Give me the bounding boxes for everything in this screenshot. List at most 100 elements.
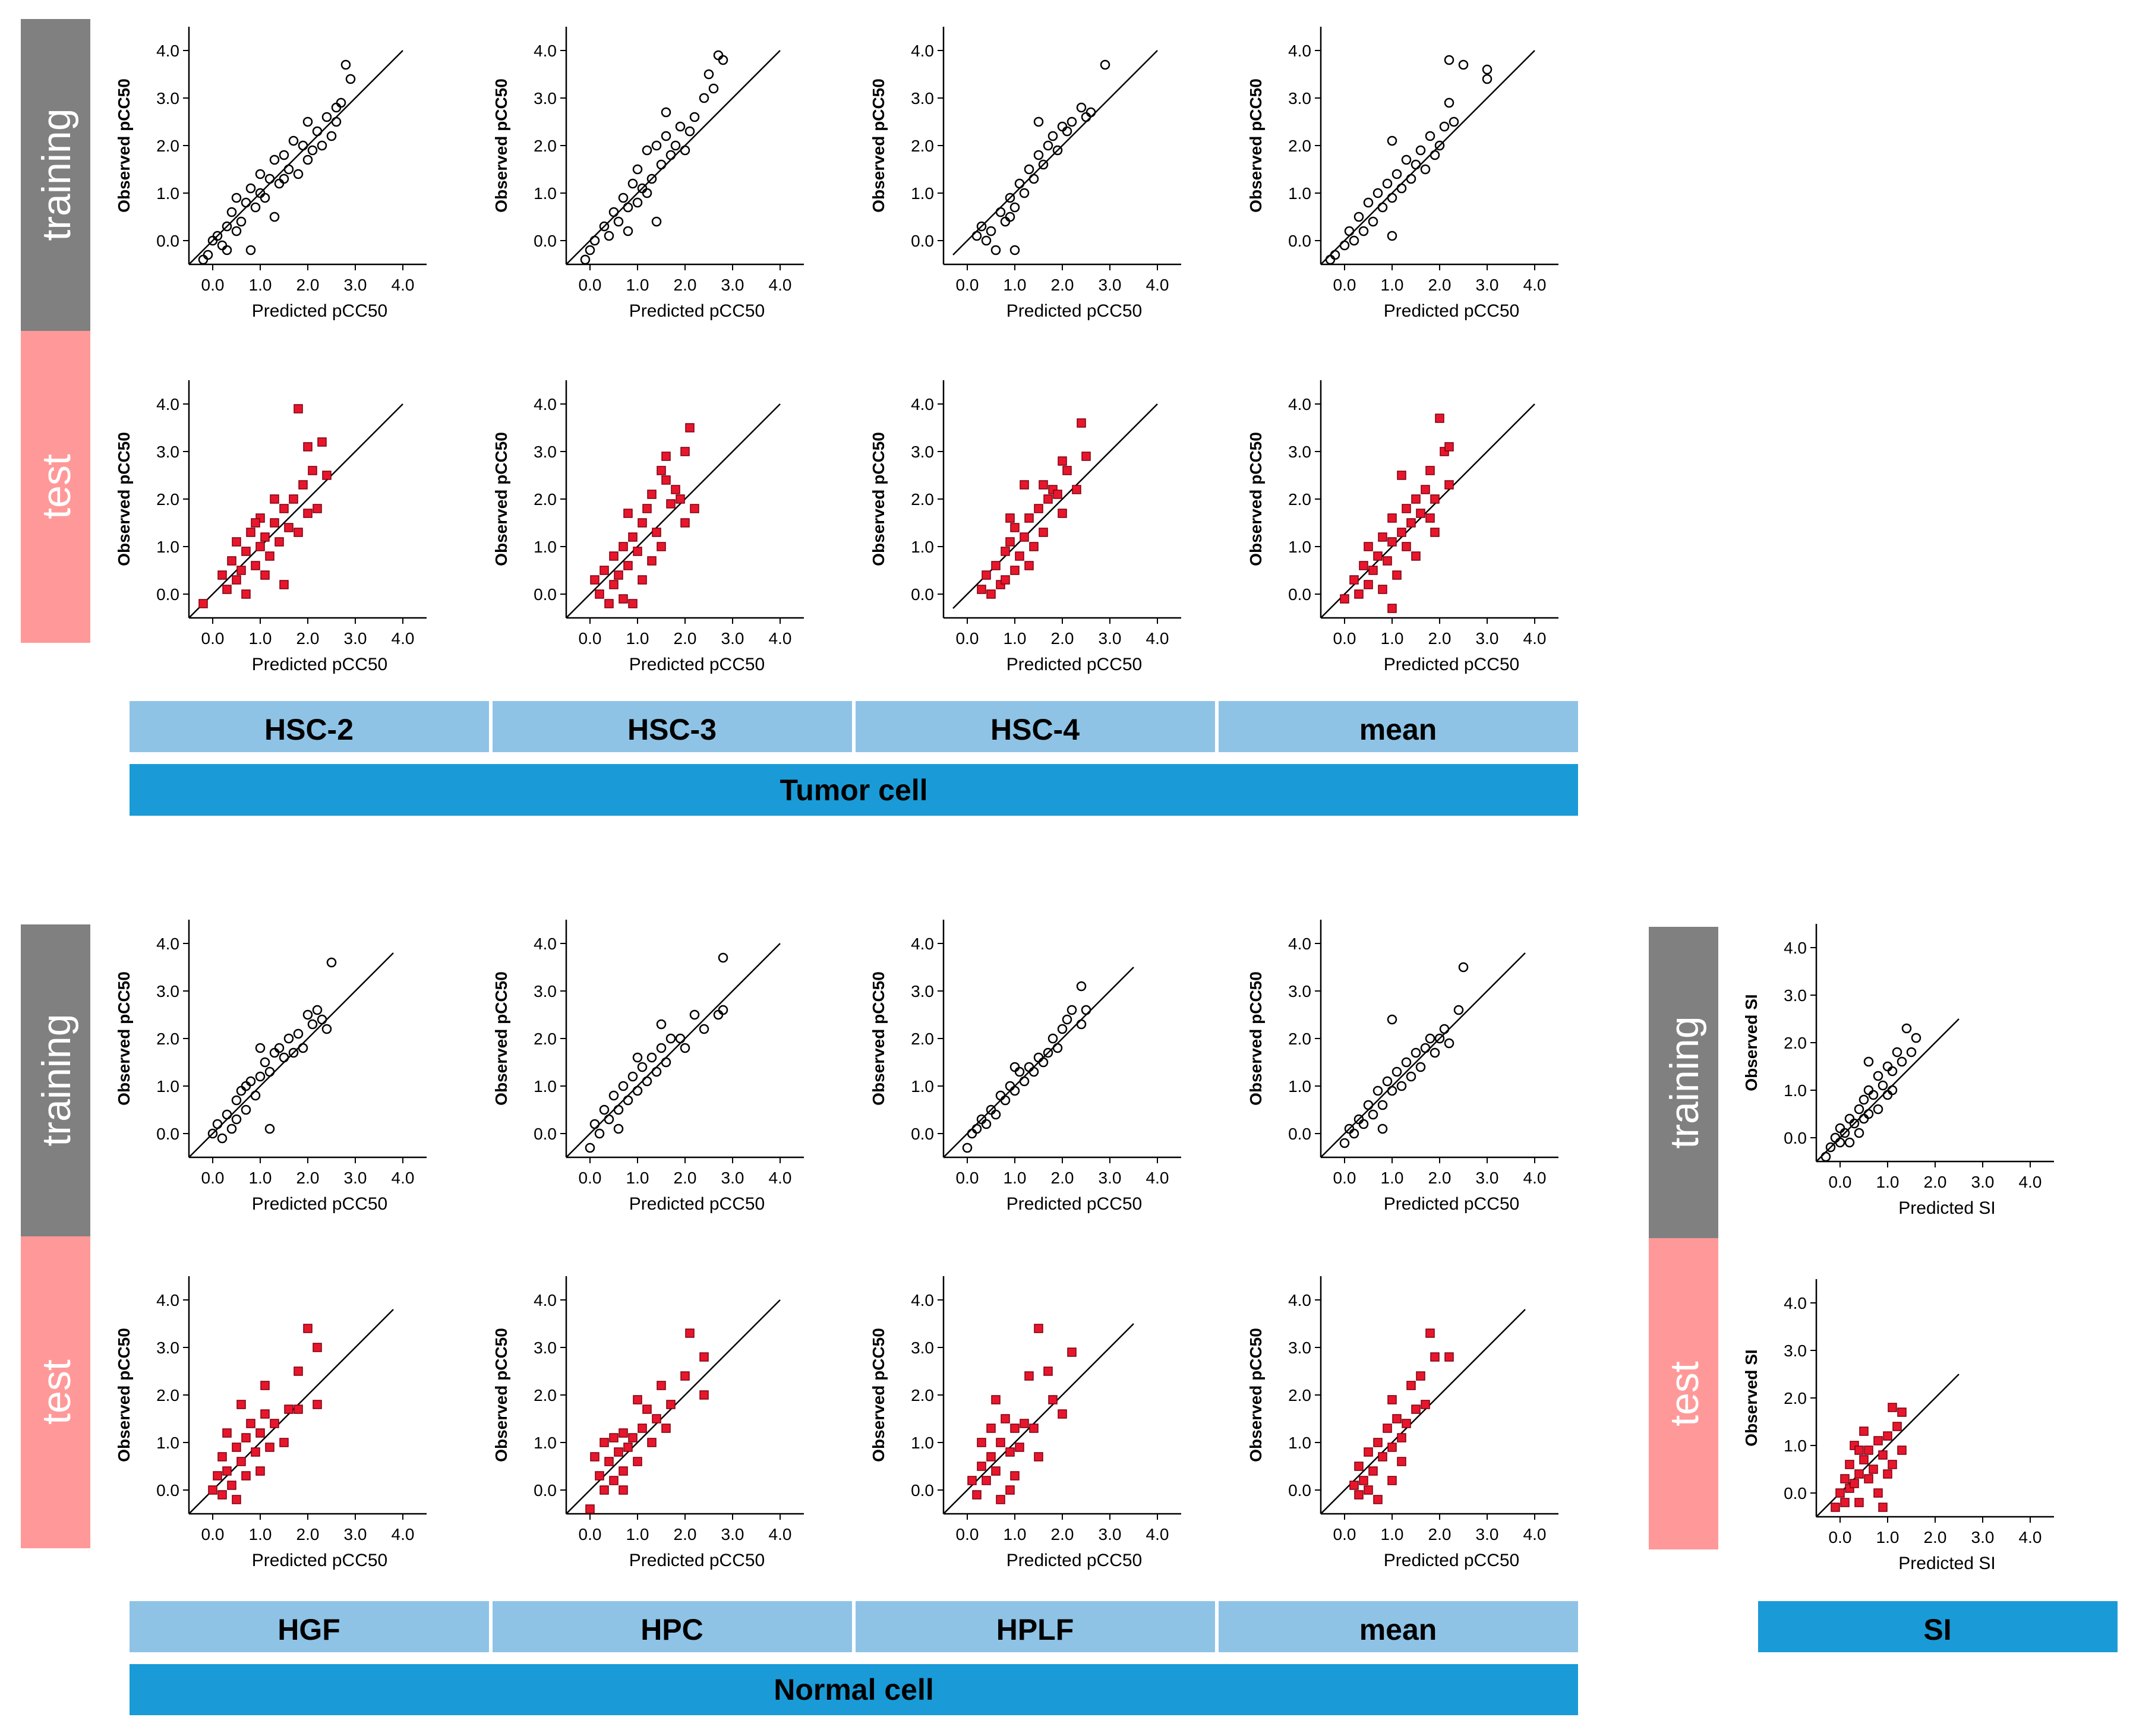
data-point (1892, 1422, 1902, 1431)
y-tick-label: 4.0 (1784, 1294, 1807, 1312)
data-point (226, 207, 237, 217)
data-point (1482, 74, 1493, 84)
data-point (652, 1414, 661, 1423)
y-tick-label: 1.0 (911, 1434, 934, 1452)
data-point (971, 231, 982, 241)
data-point (1854, 1498, 1864, 1507)
data-point (1330, 250, 1340, 260)
x-tick-label: 4.0 (1146, 1169, 1169, 1187)
data-point (967, 1128, 977, 1139)
data-point (703, 69, 714, 80)
data-point (1029, 1423, 1039, 1433)
data-point (1038, 1057, 1049, 1068)
y-tick-label: 3.0 (534, 982, 557, 1000)
data-point (594, 1128, 605, 1139)
data-point (713, 1009, 724, 1020)
row-label-test-normal: test (21, 1236, 90, 1548)
data-point (251, 518, 260, 528)
data-point (1392, 1414, 1402, 1423)
data-point (331, 116, 342, 127)
data-point (604, 231, 614, 241)
data-point (962, 1142, 973, 1153)
data-point (628, 599, 638, 608)
data-point (590, 575, 599, 585)
x-tick-label: 3.0 (1099, 1169, 1122, 1187)
y-tick-label: 4.0 (911, 42, 934, 60)
x-tick-label: 1.0 (1004, 1169, 1027, 1187)
data-point (1444, 1352, 1454, 1362)
x-tick-label: 3.0 (1476, 1169, 1499, 1187)
data-point (1859, 1113, 1869, 1124)
scatter-panels: 0.0 1.0 2.0 3.0 4.00.01.02.03.04.0Predicted … (115, 27, 2054, 1573)
x-tick-label: 2.0 (296, 1525, 320, 1544)
data-point (1372, 188, 1383, 198)
x-tick-label: 0.0 (579, 1169, 602, 1187)
data-point (227, 1481, 236, 1490)
data-point (255, 169, 266, 179)
data-point (1043, 140, 1053, 151)
data-point (986, 1423, 996, 1433)
y-tick-label: 0.0 (1784, 1129, 1807, 1147)
data-point (1854, 1128, 1864, 1138)
y-axis-title: Observed SI (1742, 1349, 1760, 1446)
column-header-tumor-mean: mean (1359, 713, 1437, 746)
data-point (260, 532, 270, 542)
data-point (665, 1033, 676, 1044)
data-point (1368, 216, 1378, 227)
data-point (308, 466, 317, 475)
y-tick-label: 0.0 (1288, 1481, 1311, 1500)
data-point (585, 245, 595, 255)
identity-line (1320, 952, 1526, 1158)
y-tick-label: 3.0 (156, 1339, 179, 1357)
data-point (1359, 561, 1368, 570)
y-tick-label: 0.0 (1784, 1484, 1807, 1503)
data-point (236, 216, 247, 227)
x-tick-label: 1.0 (249, 1525, 272, 1544)
group-header-normal: Normal cell (130, 1664, 1578, 1715)
data-point (1368, 1466, 1378, 1476)
data-point (1402, 542, 1411, 551)
data-point (1411, 1404, 1421, 1414)
data-point (1863, 1085, 1874, 1096)
data-point (1001, 1414, 1010, 1423)
data-point (1349, 575, 1359, 585)
data-point (1873, 1104, 1883, 1115)
data-point (657, 1381, 666, 1390)
data-point (718, 952, 728, 963)
data-point (1066, 116, 1077, 127)
x-tick-label: 4.0 (769, 276, 792, 294)
data-point (595, 1471, 604, 1481)
data-point (245, 1076, 256, 1087)
data-point (1864, 1445, 1873, 1455)
data-point (1057, 1024, 1068, 1034)
data-point (1034, 1452, 1043, 1462)
data-point (609, 1476, 619, 1485)
data-point (1421, 485, 1430, 494)
data-point (307, 1019, 318, 1030)
data-point (1835, 1137, 1845, 1148)
data-point (231, 1095, 242, 1106)
x-tick-label: 4.0 (2019, 1528, 2042, 1546)
scatter-panel-normal-mean-test: 0.0 1.0 2.0 3.0 4.00.01.02.03.04.0Predicted … (1247, 1276, 1558, 1570)
data-point (1010, 1471, 1020, 1481)
y-axis-title: Observed pCC50 (869, 78, 888, 213)
scatter-panel-tumor-hsc4-test: 0.0 1.0 2.0 3.0 4.00.01.02.03.04.0Predicted … (869, 380, 1181, 674)
x-axis-title: Predicted SI (1898, 1198, 1995, 1218)
data-point (1001, 547, 1010, 556)
row-label-test-tumor-text: test (34, 454, 79, 519)
x-tick-label: 0.0 (1333, 276, 1356, 294)
normal-column-headers: HGF HPC HPLF mean (130, 1601, 1578, 1652)
identity-line (188, 403, 403, 618)
y-tick-label: 3.0 (534, 1339, 557, 1357)
x-axis-title: Predicted pCC50 (1006, 301, 1142, 321)
data-point (982, 570, 991, 580)
data-point (972, 1490, 982, 1500)
x-tick-label: 0.0 (1829, 1528, 1852, 1546)
identity-line (188, 952, 394, 1158)
data-point (613, 216, 624, 227)
data-point (251, 561, 260, 570)
data-point (718, 1005, 728, 1015)
x-tick-label: 3.0 (1971, 1528, 1995, 1546)
data-point (1024, 561, 1034, 570)
y-tick-label: 4.0 (156, 1291, 179, 1309)
